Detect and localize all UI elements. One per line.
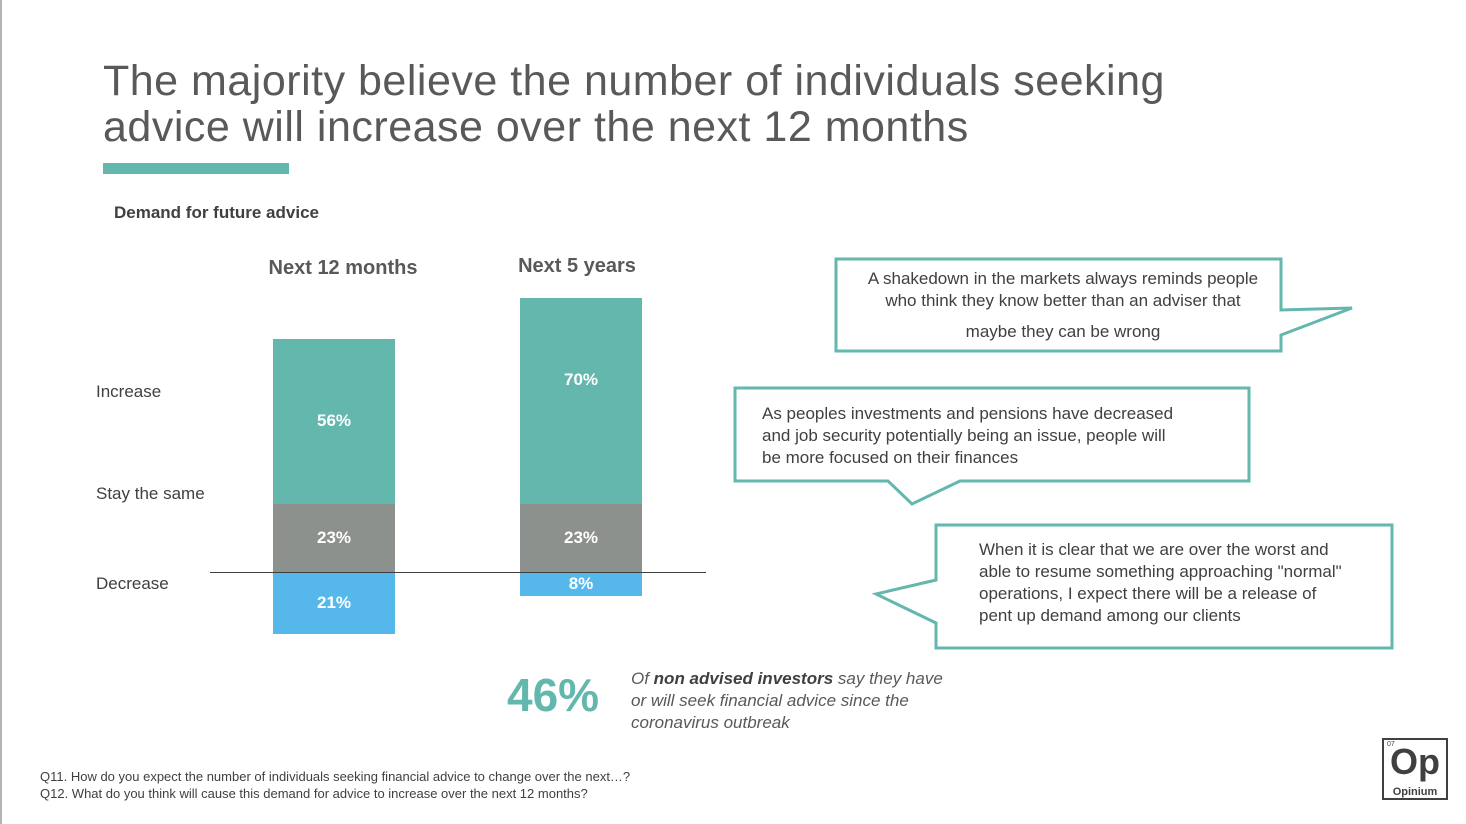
quote-2-line-2: and job security potentially being an is… xyxy=(762,426,1166,445)
legend-label-increase: Increase xyxy=(96,382,162,401)
data-label-12m-increase: 56% xyxy=(316,410,352,430)
logo-name: Opinium xyxy=(1392,786,1438,798)
data-label-12m-same: 23% xyxy=(316,528,352,548)
quote-bubble-1 xyxy=(834,257,1353,353)
quote-3-line-1: When it is clear that we are over the wo… xyxy=(979,540,1329,559)
quote-1-line-3: maybe they can be wrong xyxy=(965,322,1161,341)
chart-baseline xyxy=(210,572,706,573)
quote-3-line-3: operations, I expect there will be a rel… xyxy=(979,584,1317,603)
quote-3-line-4: pent up demand among our clients xyxy=(979,606,1241,625)
chart-title: Demand for future advice xyxy=(114,203,319,222)
bar-12m-increase xyxy=(273,338,395,505)
stat-text-suffix: say they have or will seek financial adv… xyxy=(631,669,943,732)
data-label-5y-decrease: 8% xyxy=(568,573,594,593)
quote-bubble-3 xyxy=(871,523,1394,650)
quote-bubble-2 xyxy=(733,386,1251,506)
opinium-logo: 07 Op Opinium xyxy=(1382,738,1448,800)
bar-5y-decrease xyxy=(520,572,642,596)
stat-text-prefix: Of xyxy=(631,669,654,688)
quote-1-line-2: who think they know better than an advis… xyxy=(885,291,1241,310)
column-header-12-months: Next 12 months xyxy=(268,257,418,279)
legend-label-stay-the-same: Stay the same xyxy=(96,484,205,503)
quote-3-line-2: able to resume something approaching "no… xyxy=(979,562,1342,581)
stat-text-bold: non advised investors xyxy=(653,669,834,688)
quote-2-text: As peoples investments and pensions have… xyxy=(762,403,1232,469)
column-header-5-years: Next 5 years xyxy=(518,255,636,277)
slide-title: The majority believe the number of indiv… xyxy=(103,57,1165,151)
logo-mark: Op xyxy=(1390,741,1440,782)
slide-left-border xyxy=(0,0,2,824)
legend-label-decrease: Decrease xyxy=(96,574,169,593)
bar-5y-same xyxy=(520,504,642,572)
quote-1-line-1: A shakedown in the markets always remind… xyxy=(867,269,1259,288)
data-label-12m-decrease: 21% xyxy=(316,592,352,612)
bar-12m-decrease xyxy=(273,572,395,634)
title-underline xyxy=(103,163,289,174)
bar-5y-increase xyxy=(520,297,642,505)
stat-46-percent: 46% xyxy=(507,669,600,721)
quote-3-text: When it is clear that we are over the wo… xyxy=(979,539,1379,627)
quote-2-line-3: be more focused on their finances xyxy=(762,448,1019,467)
page-number: 07 xyxy=(1387,741,1395,748)
stat-description: Of non advised investors say they have o… xyxy=(631,668,961,734)
quote-1-text: A shakedown in the markets always remind… xyxy=(848,268,1278,343)
data-label-5y-increase: 70% xyxy=(563,369,599,389)
data-label-5y-same: 23% xyxy=(563,528,599,548)
bar-12m-same xyxy=(273,504,395,572)
footnote-q12: Q12. What do you think will cause this d… xyxy=(40,786,588,801)
footnote-q11: Q11. How do you expect the number of ind… xyxy=(40,769,631,784)
quote-2-line-1: As peoples investments and pensions have… xyxy=(762,404,1174,423)
